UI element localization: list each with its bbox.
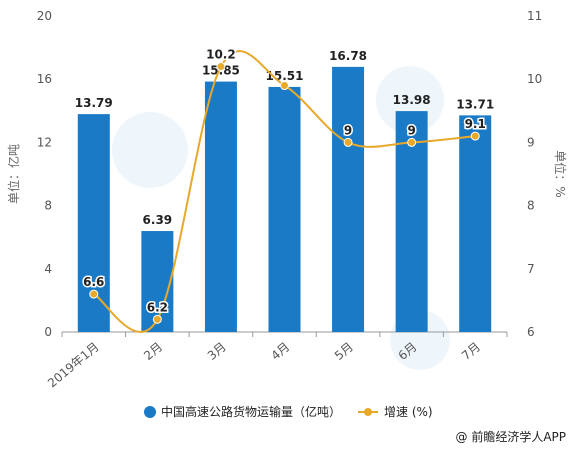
left-axis: 0 4 8 12 16 20 [37, 9, 52, 339]
x-tick-label: 7月 [459, 340, 483, 363]
left-tick-label: 8 [44, 199, 52, 213]
bar-value-label: 16.78 [329, 49, 367, 63]
left-tick-label: 16 [37, 72, 52, 86]
bar [77, 114, 110, 332]
left-tick-label: 4 [44, 262, 52, 276]
line-value-label: 6.2 [147, 300, 168, 314]
line-point [280, 81, 289, 91]
bar-value-label: 13.79 [75, 96, 113, 110]
line-value-label: 9 [407, 123, 415, 137]
bar-value-label: 13.71 [456, 97, 494, 111]
right-tick-label: 6 [527, 325, 535, 339]
legend-line-marker-dot [364, 408, 372, 416]
line-point [89, 289, 99, 299]
bar [459, 115, 492, 332]
left-axis-title: 单位：亿吨 [6, 144, 21, 204]
bar-value-label: 13.98 [393, 93, 431, 107]
legend-line-label: 增速 (%) [384, 405, 433, 419]
bar [395, 111, 428, 332]
x-tick-label: 3月 [205, 340, 229, 363]
x-tick-label: 2019年1月 [45, 340, 102, 391]
line-value-label: 9.1 [465, 117, 486, 131]
line-point [343, 137, 353, 147]
right-axis: 6 7 8 9 10 11 [527, 9, 542, 339]
right-tick-label: 10 [527, 72, 542, 86]
line-point [470, 131, 480, 141]
line-value-label: 6.6 [83, 275, 104, 289]
x-tick-label: 5月 [332, 340, 356, 363]
bar-value-label: 6.39 [143, 213, 173, 227]
line-point [216, 62, 226, 72]
source-credit: @ 前瞻经济学人APP [456, 429, 567, 444]
left-tick-label: 20 [37, 9, 52, 23]
right-tick-label: 11 [527, 9, 542, 23]
bar [204, 81, 237, 332]
legend-bar-marker [144, 406, 156, 418]
line-series: 6.6 6.2 10.2 9 9 9.1 [82, 46, 487, 333]
right-tick-label: 8 [527, 199, 535, 213]
bar [268, 86, 301, 332]
bar-value-label: 15.51 [266, 69, 304, 83]
line-point [407, 137, 417, 147]
right-tick-label: 9 [527, 135, 535, 149]
legend-bar-label: 中国高速公路货物运输量（亿吨） [161, 404, 341, 419]
left-tick-label: 0 [44, 325, 52, 339]
right-tick-label: 7 [527, 262, 535, 276]
x-tick-label: 2月 [141, 340, 165, 363]
legend: 中国高速公路货物运输量（亿吨） 增速 (%) [144, 404, 433, 419]
line-point [152, 314, 162, 324]
bar [332, 66, 365, 332]
line-value-label: 10.2 [206, 48, 236, 62]
right-axis-title: 单位：% [553, 150, 568, 197]
x-tick-label: 4月 [268, 340, 292, 363]
left-tick-label: 12 [37, 135, 52, 149]
line-value-label: 9 [344, 123, 352, 137]
